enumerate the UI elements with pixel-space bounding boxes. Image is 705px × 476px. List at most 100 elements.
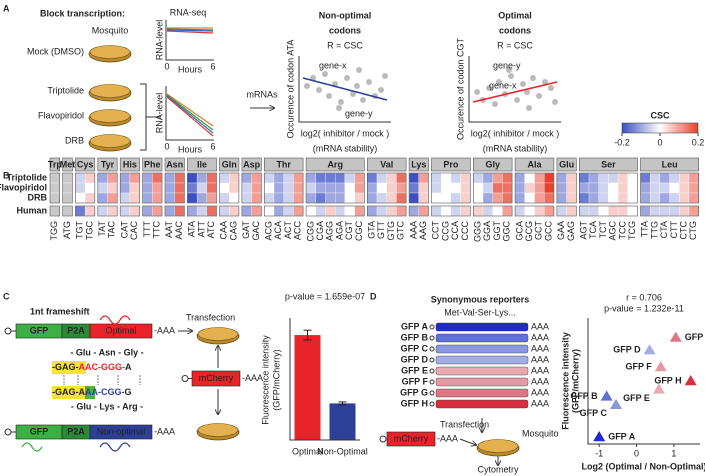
box-label: Optimal	[105, 325, 136, 335]
panel-letter: A	[3, 3, 10, 13]
row-label: Triptolide	[7, 172, 48, 182]
heat-cell	[608, 172, 619, 184]
aa-header	[472, 157, 513, 172]
sequence-part: A	[125, 362, 132, 372]
heat-cell	[659, 205, 670, 217]
codon-label: AAG	[418, 221, 428, 240]
codon-label: GAG	[566, 221, 576, 241]
x-tick-label: Non-Optimal	[317, 446, 368, 456]
label: Cytometry	[477, 464, 519, 474]
group-frame	[514, 205, 555, 217]
heat-cell	[305, 192, 316, 204]
point-label: GFP C	[580, 408, 608, 418]
heat-cell	[669, 192, 680, 204]
group-frame	[263, 172, 304, 204]
codon-label: CTT	[669, 221, 679, 239]
codon-label: GAC	[251, 221, 261, 241]
heat-cell	[241, 192, 252, 204]
group-frame	[408, 205, 429, 217]
aa-header	[187, 157, 217, 172]
aa-header	[241, 157, 262, 172]
group-frame	[241, 172, 262, 204]
dot	[514, 97, 520, 103]
codon-label: AGG	[325, 221, 335, 241]
heat-cell	[187, 172, 198, 184]
heat-cell	[418, 192, 429, 204]
box-label: GFP	[30, 325, 49, 335]
codon-label: TCC	[617, 221, 627, 240]
point-label: gene-x	[489, 80, 517, 90]
aa-header	[366, 157, 407, 172]
dot	[356, 67, 362, 73]
codon-label: AGT	[579, 221, 589, 240]
heat-cell	[196, 205, 207, 217]
reporter-bar	[435, 388, 529, 398]
plot-title: codons	[329, 25, 361, 35]
heat-cell	[408, 192, 419, 204]
heat-cell	[659, 192, 670, 204]
label: AAA	[531, 365, 549, 375]
codon-label: GGA	[482, 221, 492, 241]
heat-cell	[579, 192, 590, 204]
codon-label: CCA	[450, 221, 460, 240]
heat-cell	[502, 192, 513, 204]
codon-label: ACA	[273, 221, 283, 240]
codon-label: TCA	[588, 221, 598, 239]
heat-cell	[49, 205, 60, 217]
mcherry-box	[386, 431, 436, 447]
heat-cell	[206, 192, 217, 204]
heat-cell	[617, 205, 628, 217]
heat-cell	[229, 192, 240, 204]
sequence-part: AA-CGG-	[85, 387, 125, 397]
heat-cell	[482, 172, 493, 184]
heat-cell	[396, 182, 407, 194]
heat-cell	[206, 182, 217, 194]
heat-cell	[492, 172, 503, 184]
heat-cell	[460, 182, 471, 194]
axis	[289, 318, 360, 441]
aa-label: His	[123, 159, 137, 169]
group-frame	[556, 172, 577, 204]
codon-box	[89, 424, 153, 440]
label: AAA	[531, 376, 549, 386]
heat-cell	[219, 172, 230, 184]
arrow	[459, 438, 476, 445]
heat-cell	[386, 172, 397, 184]
heat-cell	[640, 192, 651, 204]
label: -AAA	[154, 426, 175, 436]
aa-header	[556, 157, 577, 172]
heat-cell	[142, 205, 153, 217]
dot	[530, 75, 536, 81]
heat-cell	[164, 182, 175, 194]
dot	[344, 75, 350, 81]
heat-cell	[354, 172, 365, 184]
heat-cell	[688, 192, 699, 204]
heat-cell	[598, 192, 609, 204]
heat-cell	[293, 205, 304, 217]
group-frame	[366, 172, 407, 204]
heat-cell	[293, 172, 304, 184]
aa-label: Asn	[166, 159, 183, 169]
dot	[326, 93, 332, 99]
heat-cell	[354, 192, 365, 204]
aa-header	[263, 157, 304, 172]
cap	[4, 327, 12, 335]
heat-cell	[627, 172, 638, 184]
condition-label: Mock (DMSO)	[27, 46, 84, 56]
heat-cell	[152, 192, 163, 204]
codon-box	[89, 323, 153, 339]
dish-top	[477, 439, 519, 453]
point	[643, 344, 656, 355]
heat-cell	[627, 192, 638, 204]
heat-cell	[688, 182, 699, 194]
heat-cell	[335, 205, 346, 217]
heat-cell	[129, 205, 140, 217]
heat-cell	[107, 205, 118, 217]
heat-cell	[84, 172, 95, 184]
heat-cell	[431, 182, 442, 194]
heat-cell	[608, 205, 619, 217]
codon-label: GTG	[386, 221, 396, 241]
codon-label: GGG	[473, 221, 483, 242]
heat-cell	[514, 192, 525, 204]
codon-label: AAT	[164, 221, 174, 238]
